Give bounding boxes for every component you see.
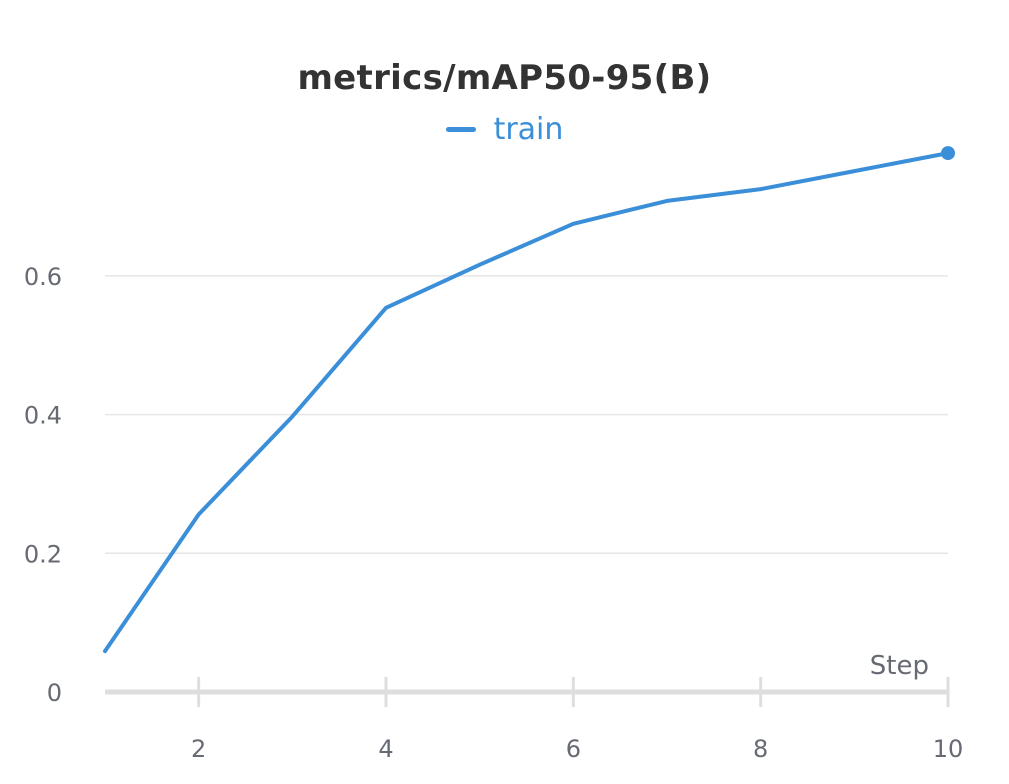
y-tick-labels: 0 0.2 0.4 0.6 [24, 263, 62, 707]
legend-swatch [445, 127, 476, 132]
x-axis [105, 677, 950, 707]
y-tick-label: 0.2 [24, 540, 62, 568]
series-endpoint-train [941, 146, 955, 161]
series-lines [103, 146, 955, 654]
y-tick-label: 0.4 [24, 402, 62, 430]
x-tick-label: 4 [378, 735, 393, 763]
x-tick-label: 2 [191, 735, 206, 763]
x-tick-label: 8 [753, 735, 768, 763]
series-line-train [103, 151, 950, 654]
chart-title: metrics/mAP50-95(B) [297, 58, 712, 98]
y-tick-label: 0 [47, 679, 62, 707]
x-tick-label: 10 [933, 735, 964, 763]
gridlines [105, 275, 948, 555]
y-tick-label: 0.6 [24, 263, 62, 291]
legend[interactable]: train [0, 112, 1009, 147]
x-tick-label: 6 [566, 735, 581, 763]
legend-label-train: train [493, 112, 564, 147]
x-axis-title: Step [870, 651, 929, 681]
x-tick-labels: 2 4 6 8 10 [191, 735, 963, 763]
